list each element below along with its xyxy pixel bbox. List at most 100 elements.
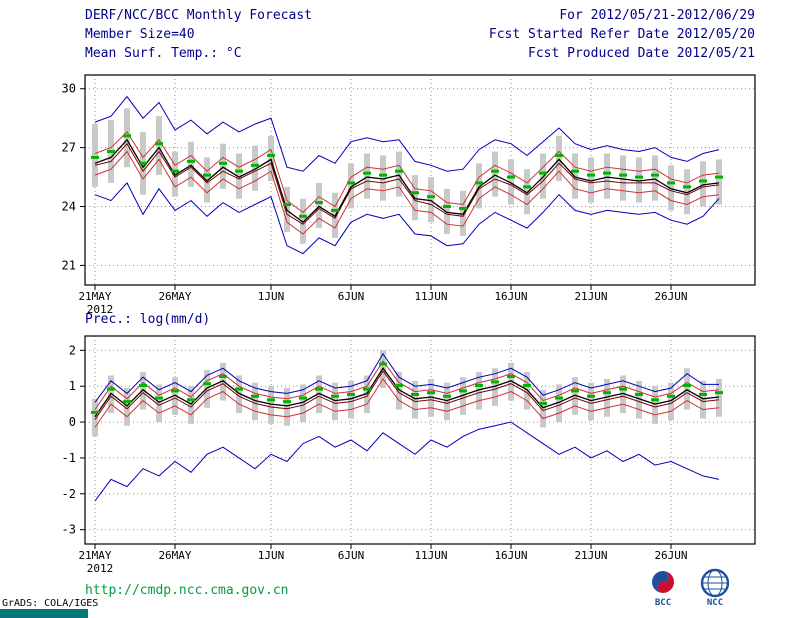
spread-bar (636, 380, 642, 419)
y-tick-label: -3 (62, 523, 76, 537)
spread-bar (460, 377, 466, 415)
x-tick-label: 16JUN (494, 290, 527, 303)
bcc-swirl-icon (652, 571, 674, 593)
x-tick-label: 26MAY (158, 549, 191, 562)
spread-bar (236, 375, 242, 414)
spread-bar (220, 143, 226, 189)
year-label: 2012 (87, 562, 114, 575)
spread-bar (700, 380, 706, 419)
spread-bar (716, 379, 722, 417)
spread-bar (684, 169, 690, 215)
spread-bar (476, 163, 482, 209)
spread-bar (428, 177, 434, 223)
temperature-chart-title: Mean Surf. Temp.: °C (85, 46, 242, 61)
spread-bar (428, 379, 434, 417)
spread-bar (396, 151, 402, 197)
upper-quartile-line (94, 131, 720, 214)
spread-bar (668, 382, 674, 421)
spread-bar (172, 377, 178, 415)
spread-bar (524, 169, 530, 215)
spread-bar (476, 371, 482, 410)
spread-bar (620, 155, 626, 201)
spread-bar (604, 153, 610, 199)
spread-bar (652, 386, 658, 424)
x-tick-label: 21MAY (78, 290, 111, 303)
control-line (94, 142, 720, 225)
x-tick-label: 1JUN (258, 549, 285, 562)
spread-bar (588, 157, 594, 203)
spread-bar (124, 388, 130, 426)
spread-bar (188, 141, 194, 187)
spread-bar (268, 135, 274, 181)
ensemble-mean-line (94, 367, 720, 418)
spread-bar (220, 362, 226, 401)
ensemble-mean-line (94, 138, 720, 224)
grads-credit: GrADS: COLA/IGES (2, 598, 99, 609)
spread-bar (508, 362, 514, 401)
spread-bar (364, 153, 370, 199)
spread-bar (316, 182, 322, 229)
x-tick-label: 26MAY (158, 290, 191, 303)
max-line (94, 352, 719, 403)
spread-bar (236, 153, 242, 199)
spread-bar (316, 375, 322, 414)
control-line (94, 370, 720, 420)
x-tick-label: 21JUN (574, 290, 607, 303)
plot-frame (84, 335, 756, 545)
spread-bar (92, 124, 98, 187)
source-url-link[interactable]: http://cmdp.ncc.cma.gov.cn (85, 583, 289, 598)
spread-bar (444, 188, 450, 234)
x-tick-label: 21JUN (574, 549, 607, 562)
y-tick-label: 24 (62, 199, 76, 213)
y-tick-label: -2 (62, 487, 76, 501)
page-title: DERF/NCC/BCC Monthly Forecast (85, 8, 312, 23)
ncc-logo-text: NCC (707, 598, 723, 608)
spread-bar (348, 163, 354, 209)
spread-bar (380, 155, 386, 201)
lower-quartile-line (94, 150, 720, 235)
x-tick-label: 11JUN (414, 549, 447, 562)
spread-bar (156, 116, 162, 176)
spread-bar (396, 371, 402, 410)
spread-bar (604, 379, 610, 417)
y-tick-label: 30 (62, 82, 76, 96)
min-line (94, 421, 720, 502)
spread-bar (444, 382, 450, 421)
spread-bar (268, 386, 274, 424)
max-line (94, 95, 720, 172)
bcc-logo: BCC (652, 571, 674, 608)
upper-quartile-line (94, 360, 720, 410)
spread-bar (540, 389, 546, 428)
temperature-chart: 21 24 27 30 21MAY 26MAY 1JUN 6JUN 11JUN 16JUN 21JU… (62, 74, 756, 316)
spread-bar (620, 375, 626, 414)
spread-bar (492, 368, 498, 406)
y-tick-label: 0 (69, 415, 76, 429)
spread-bar (364, 375, 370, 414)
spread-bar (300, 198, 306, 244)
y-tick-label: -1 (62, 451, 76, 465)
spread-bar (716, 159, 722, 205)
x-tick-label: 1JUN (258, 290, 285, 303)
spread-bar (284, 388, 290, 426)
ncc-globe-icon (700, 568, 730, 598)
x-tick-label: 21MAY (78, 549, 111, 562)
spread-bar (588, 382, 594, 421)
spread-bar (556, 384, 562, 423)
spread-bar (508, 159, 514, 205)
y-tick-label: 21 (62, 258, 76, 272)
spread-bar (556, 135, 562, 181)
spread-bar (412, 380, 418, 419)
spread-bar (348, 380, 354, 419)
x-tick-label: 11JUN (414, 290, 447, 303)
spread-bar (188, 386, 194, 424)
spread-bar (652, 155, 658, 201)
precipitation-chart: -3 -2 -1 0 1 2 21MAY 26MAY 1JUN 6JUN 11JUN 16JUN 21J… (62, 335, 756, 575)
spread-bar (668, 165, 674, 211)
forecast-range-label: For 2012/05/21-2012/06/29 (559, 8, 755, 23)
spread-bar (92, 398, 98, 437)
y-tick-label: 2 (69, 343, 76, 357)
produced-date-label: Fcst Produced Date 2012/05/21 (528, 46, 755, 61)
lower-quartile-line (94, 378, 720, 428)
grads-signature-bar (0, 609, 88, 618)
spread-bar (204, 157, 210, 203)
